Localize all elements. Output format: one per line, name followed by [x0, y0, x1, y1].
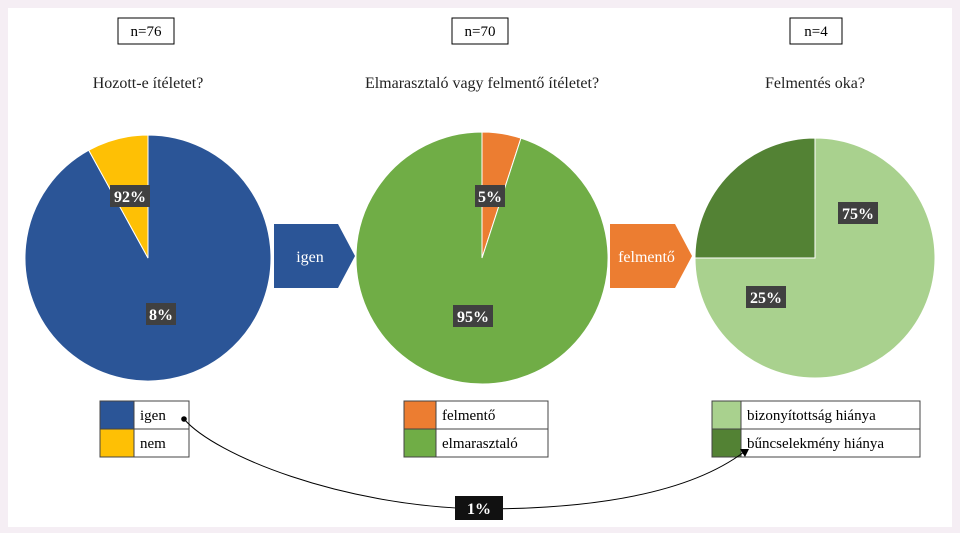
legend: felmentő elmarasztaló [403, 400, 549, 458]
sample-size-box: n=4 [789, 17, 843, 45]
legend-item-1: igen [99, 400, 190, 430]
connector-label: 1% [455, 496, 503, 520]
data-label-box [110, 185, 150, 207]
connector-arrowhead [740, 449, 749, 457]
flow-arrow-label: igen [296, 249, 324, 266]
chart-title: Hozott-e ítéletet? [93, 75, 204, 92]
data-label-box [838, 202, 878, 224]
flow-arrow-shape [610, 224, 692, 288]
data-label-2: 8% [146, 303, 176, 325]
data-label-1: 5% [475, 185, 505, 207]
flow-arrow-shape [274, 224, 355, 288]
pies: n=76 Hozott-e ítéletet? 92% 8% igen nem n=70 El… [24, 17, 936, 458]
pie-slice-2 [355, 131, 609, 385]
data-label-text: 8% [149, 307, 173, 324]
flow-arrow-1: igen [274, 224, 355, 288]
connector-label-box [455, 496, 503, 520]
legend-row-frame [711, 400, 921, 430]
legend-label: nem [140, 436, 166, 452]
data-label-text: 95% [457, 309, 489, 326]
sample-size-frame [117, 17, 175, 45]
chart-title: Elmarasztaló vagy felmentő ítéletet? [365, 75, 599, 92]
legend-item-2: elmarasztaló [403, 428, 549, 458]
sample-size-label: n=4 [804, 24, 828, 40]
legend-label: felmentő [442, 408, 495, 424]
data-label-2: 95% [453, 305, 493, 327]
data-label-1: 75% [838, 202, 878, 224]
legend-swatch [403, 400, 437, 430]
data-label-text: 5% [478, 189, 502, 206]
connector: 1% [181, 416, 749, 520]
connector-start-dot [181, 416, 187, 422]
legend-item-1: felmentő [403, 400, 549, 430]
data-label-box [746, 286, 786, 308]
legend-item-2: bűncselekmény hiánya [711, 428, 921, 458]
flow-arrow-label: felmentő [618, 249, 675, 266]
data-label-1: 92% [110, 185, 150, 207]
legend-label: igen [140, 408, 166, 424]
sample-size-label: n=76 [131, 24, 162, 40]
legend-swatch [711, 400, 742, 430]
sample-size-box: n=70 [451, 17, 509, 45]
sample-size-label: n=70 [465, 24, 496, 40]
chart-title: Felmentés oka? [765, 75, 865, 92]
sample-size-frame [451, 17, 509, 45]
pie-chart-3: n=4 Felmentés oka? 75% 25% bizonyítottság hi… [694, 17, 936, 458]
data-label-2: 25% [746, 286, 786, 308]
sample-size-frame [789, 17, 843, 45]
pie-slice-2 [694, 137, 816, 259]
data-label-text: 25% [750, 290, 782, 307]
legend-swatch [99, 428, 135, 458]
flow-arrow-2: felmentő [610, 224, 692, 288]
data-label-box [475, 185, 505, 207]
legend-label: bűncselekmény hiánya [747, 436, 884, 452]
flow-arrows: igen felmentő [274, 224, 692, 288]
pie-chart-1: n=76 Hozott-e ítéletet? 92% 8% igen nem [24, 17, 272, 458]
pie-chart-2: n=70 Elmarasztaló vagy felmentő ítéletet?… [355, 17, 609, 458]
pie-slice-1 [694, 137, 936, 379]
legend-swatch [403, 428, 437, 458]
legend: bizonyítottság hiánya bűncselekmény hiány… [711, 400, 921, 458]
data-label-box [146, 303, 176, 325]
legend: igen nem [99, 400, 190, 458]
legend-item-2: nem [99, 428, 190, 458]
data-label-text: 92% [114, 189, 146, 206]
legend-label: elmarasztaló [442, 436, 518, 452]
data-label-box [453, 305, 493, 327]
data-label-text: 75% [842, 206, 874, 223]
legend-item-1: bizonyítottság hiánya [711, 400, 921, 430]
connector-label-text: 1% [467, 501, 491, 518]
legend-swatch [711, 428, 742, 458]
legend-label: bizonyítottság hiánya [747, 408, 876, 424]
legend-swatch [99, 400, 135, 430]
sample-size-box: n=76 [117, 17, 175, 45]
